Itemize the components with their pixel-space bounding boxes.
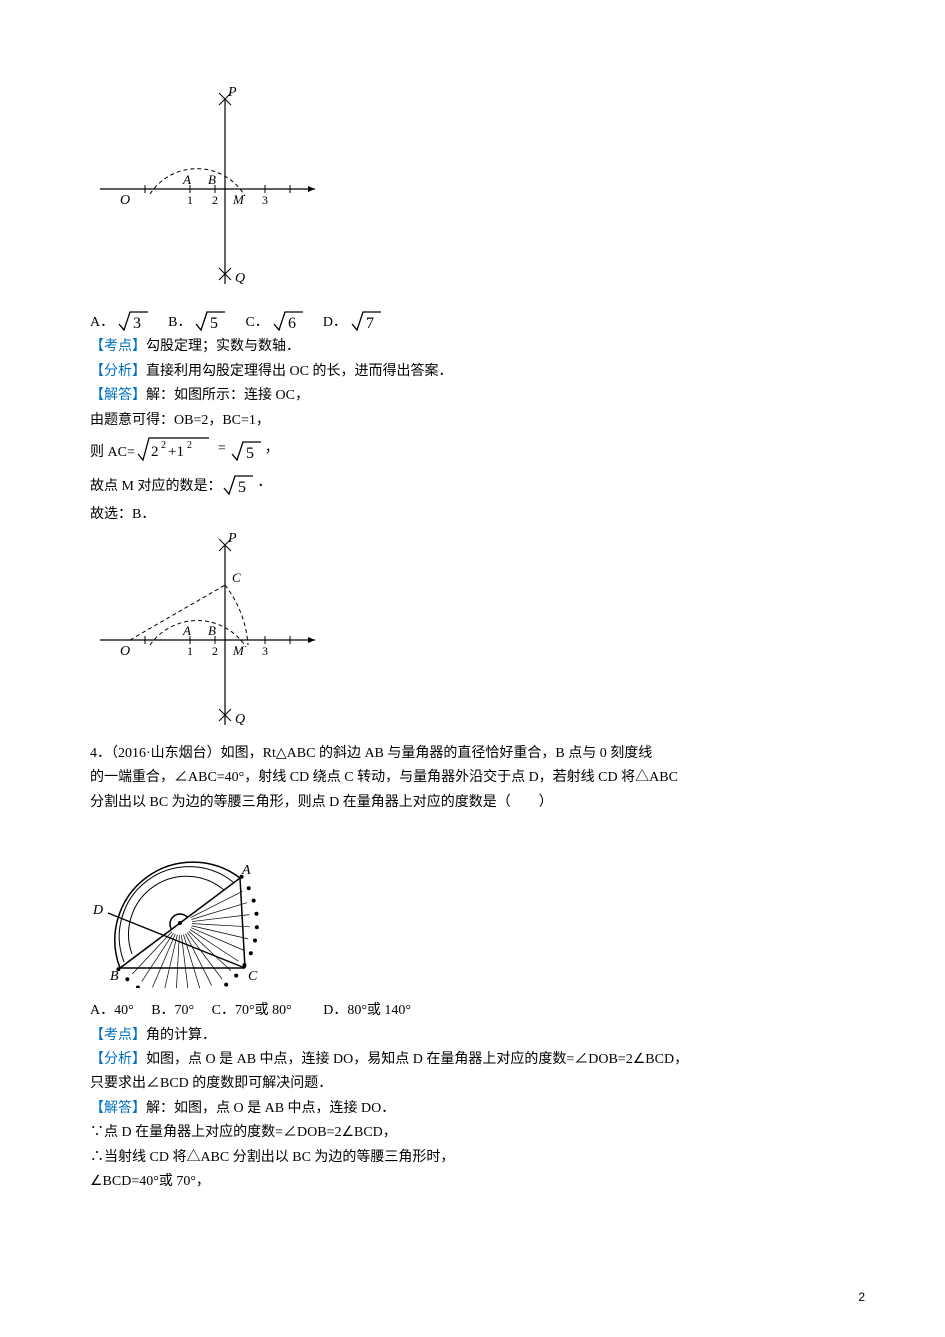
svg-text:1: 1	[187, 193, 193, 207]
kaodian-text-2: 角的计算．	[146, 1028, 216, 1043]
q4-jieda: 【解答】解：如图，点 O 是 AB 中点，连接 DO．	[90, 1098, 855, 1120]
svg-text:7: 7	[366, 315, 374, 332]
svg-text:A: A	[182, 172, 191, 187]
q3-line-ob: 由题意可得：OB=2，BC=1，	[90, 410, 855, 432]
q4-opt-c: C．70°或 80°	[212, 1003, 292, 1018]
jieda-prefix: 解：如图所示：连接 OC，	[146, 388, 309, 403]
q3-line-ac: 则 AC= 22 +12 = 5 ，	[90, 434, 855, 464]
svg-text:3: 3	[262, 193, 268, 207]
q3-figure-1: P Q O A B M 1 2 3	[90, 84, 855, 302]
q3-line-m: 故点 M 对应的数是： 5 ．	[90, 470, 855, 498]
q3-options: A． 3 B． 5 C． 6 D． 7	[90, 306, 855, 334]
svg-text:5: 5	[246, 445, 254, 462]
q4-line2: ∴当射线 CD 将△ABC 分割出以 BC 为边的等腰三角形时，	[90, 1147, 855, 1169]
fenxi-label-2: 【分析】	[90, 1052, 146, 1067]
svg-text:5: 5	[238, 479, 246, 496]
ac-eq: =	[215, 438, 229, 464]
svg-text:D: D	[92, 903, 103, 918]
m-prefix: 故点 M 对应的数是：	[90, 476, 221, 498]
q3-fenxi: 【分析】直接利用勾股定理得出 OC 的长，进而得出答案．	[90, 361, 855, 383]
opt-c-label: C．	[245, 312, 268, 334]
svg-text:+1: +1	[168, 444, 184, 460]
ac-suffix: ，	[265, 438, 279, 464]
q4-line3: ∠BCD=40°或 70°，	[90, 1171, 855, 1193]
svg-text:P: P	[227, 531, 237, 546]
svg-text:B: B	[208, 172, 216, 187]
q4-stem-3: 分割出以 BC 为边的等腰三角形，则点 D 在量角器上对应的度数是（ ）	[90, 792, 855, 814]
sqrt5-icon-3: 5	[221, 470, 257, 498]
svg-text:C: C	[248, 969, 258, 984]
fenxi-text-2a: 如图，点 O 是 AB 中点，连接 DO，易知点 D 在量角器上对应的度数=∠D…	[146, 1052, 688, 1067]
q4-fenxi-2: 只要求出∠BCD 的度数即可解决问题．	[90, 1073, 855, 1095]
kaodian-label: 【考点】	[90, 339, 146, 354]
q3-figure-2: P Q C O A B M 1 2 3	[90, 530, 855, 738]
svg-text:5: 5	[210, 315, 218, 332]
svg-text:B: B	[110, 969, 119, 984]
svg-text:M: M	[232, 643, 245, 658]
jieda-text-2: 解：如图，点 O 是 AB 中点，连接 DO．	[146, 1101, 395, 1116]
sqrt-expr-icon: 22 +12	[135, 434, 215, 464]
q4-line1: ∵点 D 在量角器上对应的度数=∠DOB=2∠BCD，	[90, 1122, 855, 1144]
kaodian-text: 勾股定理；实数与数轴．	[146, 339, 300, 354]
svg-text:A: A	[241, 863, 251, 878]
svg-text:1: 1	[187, 644, 193, 658]
q4-source: （2016·山东烟台）	[111, 746, 221, 761]
page-number: 2	[858, 1288, 865, 1307]
q3-jieda-1: 【解答】解：如图所示：连接 OC，	[90, 385, 855, 407]
q4-fenxi-1: 【分析】如图，点 O 是 AB 中点，连接 DO，易知点 D 在量角器上对应的度…	[90, 1049, 855, 1071]
q4-stem-text-1: 如图，Rt△ABC 的斜边 AB 与量角器的直径恰好重合，B 点与 0 刻度线	[221, 746, 653, 761]
kaodian-label-2: 【考点】	[90, 1028, 146, 1043]
svg-text:2: 2	[212, 193, 218, 207]
svg-text:3: 3	[262, 644, 268, 658]
svg-text:Q: Q	[235, 271, 245, 286]
q4-options: A．40° B．70° C．70°或 80° D．80°或 140°	[90, 1000, 855, 1022]
svg-text:C: C	[232, 570, 241, 585]
q4-figure: A B C D	[90, 818, 855, 996]
svg-text:P: P	[227, 85, 237, 100]
svg-text:3: 3	[133, 315, 141, 332]
m-suffix: ．	[257, 472, 271, 498]
svg-text:2: 2	[151, 444, 159, 460]
svg-text:A: A	[182, 623, 191, 638]
sqrt6-icon: 6	[271, 306, 307, 334]
q3-kaodian: 【考点】勾股定理；实数与数轴．	[90, 336, 855, 358]
q4-num: 4．	[90, 746, 111, 761]
svg-text:O: O	[120, 193, 130, 208]
q4-opt-d: D．80°或 140°	[323, 1003, 411, 1018]
q4-opt-a: A．40°	[90, 1003, 134, 1018]
ac-prefix: 则 AC=	[90, 442, 135, 464]
opt-b-label: B．	[168, 312, 191, 334]
sqrt7-icon: 7	[349, 306, 385, 334]
q4-opt-b: B．70°	[151, 1003, 194, 1018]
sqrt5-icon-2: 5	[229, 436, 265, 464]
svg-text:M: M	[232, 192, 245, 207]
svg-text:B: B	[208, 623, 216, 638]
fenxi-text: 直接利用勾股定理得出 OC 的长，进而得出答案．	[146, 364, 452, 379]
svg-text:6: 6	[288, 315, 296, 332]
svg-text:O: O	[120, 644, 130, 659]
opt-a-label: A．	[90, 312, 114, 334]
sqrt5-icon: 5	[193, 306, 229, 334]
q4-stem-1: 4．（2016·山东烟台）如图，Rt△ABC 的斜边 AB 与量角器的直径恰好重…	[90, 743, 855, 765]
jieda-label: 【解答】	[90, 388, 146, 403]
svg-text:2: 2	[161, 440, 166, 451]
svg-text:2: 2	[187, 440, 192, 451]
jieda-label-2: 【解答】	[90, 1101, 146, 1116]
sqrt3-icon: 3	[116, 306, 152, 334]
q3-line-choice: 故选：B．	[90, 504, 855, 526]
q4-kaodian: 【考点】角的计算．	[90, 1025, 855, 1047]
opt-d-label: D．	[323, 312, 347, 334]
svg-text:2: 2	[212, 644, 218, 658]
q4-stem-2: 的一端重合，∠ABC=40°，射线 CD 绕点 C 转动，与量角器外沿交于点 D…	[90, 767, 855, 789]
fenxi-label: 【分析】	[90, 364, 146, 379]
svg-text:Q: Q	[235, 712, 245, 727]
